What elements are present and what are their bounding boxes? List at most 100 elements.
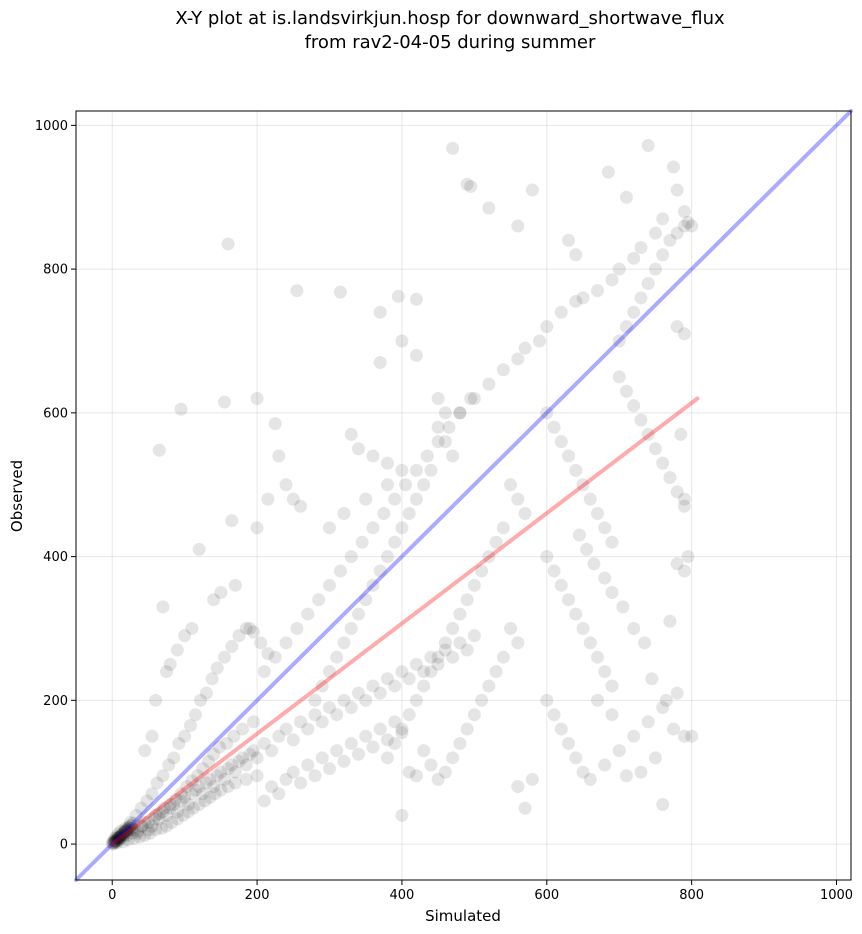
scatter-point — [424, 650, 438, 664]
scatter-point — [641, 138, 655, 152]
scatter-point — [380, 550, 394, 564]
scatter-point — [446, 650, 460, 664]
scatter-point — [634, 241, 648, 255]
scatter-point — [110, 830, 124, 844]
scatter-point — [438, 643, 452, 657]
scatter-point — [377, 506, 391, 520]
scatter-point — [111, 827, 125, 841]
scatter-point — [272, 449, 286, 463]
scatter-point — [169, 793, 183, 807]
scatter-point — [677, 205, 691, 219]
scatter-point — [359, 729, 373, 743]
scatter-point — [598, 571, 612, 585]
scatter-point — [351, 442, 365, 456]
scatter-point — [395, 726, 409, 740]
scatter-point — [212, 740, 226, 754]
scatter-point — [576, 765, 590, 779]
scatter-point — [438, 765, 452, 779]
scatter-point — [214, 586, 228, 600]
scatter-point — [162, 758, 176, 772]
scatter-point — [125, 826, 139, 840]
scatter-point — [453, 636, 467, 650]
scatter-point — [540, 550, 554, 564]
scatter-point — [141, 816, 155, 830]
scatter-point — [482, 201, 496, 215]
scatter-point — [308, 769, 322, 783]
scatter-point — [323, 701, 337, 715]
scatter-point — [619, 384, 633, 398]
scatter-point — [496, 363, 510, 377]
chart-title-line2: from rav2-04-05 during summer — [305, 32, 596, 53]
scatter-point — [250, 521, 264, 535]
scatter-point — [116, 826, 130, 840]
scatter-point — [395, 722, 409, 736]
scatter-point — [681, 550, 695, 564]
scatter-point — [160, 665, 174, 679]
scatter-point — [145, 787, 159, 801]
scatter-point — [587, 557, 601, 571]
scatter-point — [569, 294, 583, 308]
scatter-point — [420, 449, 434, 463]
scatter-point — [221, 762, 235, 776]
scatter-point — [279, 636, 293, 650]
scatter-point — [446, 449, 460, 463]
scatter-point — [366, 578, 380, 592]
scatter-point — [395, 665, 409, 679]
scatter-point — [189, 783, 203, 797]
y-tick-label: 1000 — [35, 119, 68, 134]
scatter-point — [395, 334, 409, 348]
scatter-point — [380, 672, 394, 686]
scatter-point — [203, 790, 217, 804]
scatter-point — [170, 812, 184, 826]
scatter-point — [308, 693, 322, 707]
scatter-point — [638, 636, 652, 650]
x-tick-label: 0 — [108, 888, 116, 903]
scatter-point — [504, 478, 518, 492]
scatter-point — [107, 833, 121, 847]
scatter-point — [583, 636, 597, 650]
scatter-point — [312, 593, 326, 607]
scatter-point — [123, 823, 137, 837]
scatter-point — [446, 141, 460, 155]
scatter-point — [380, 456, 394, 470]
scatter-point — [627, 305, 641, 319]
scatter-point — [315, 679, 329, 693]
scatter-point — [576, 291, 590, 305]
scatter-point — [152, 807, 166, 821]
scatter-point — [138, 744, 152, 758]
scatter-point — [569, 463, 583, 477]
fit-lines — [74, 109, 853, 882]
scatter-point — [160, 819, 174, 833]
scatter-point — [186, 801, 200, 815]
scatter-point — [656, 798, 670, 812]
scatter-point — [431, 391, 445, 405]
scatter-point — [170, 805, 184, 819]
scatter-point — [547, 420, 561, 434]
scatter-point — [227, 729, 241, 743]
scatter-point — [388, 736, 402, 750]
scatter-point — [196, 762, 210, 776]
scatter-point — [127, 823, 141, 837]
scatter-point — [145, 819, 159, 833]
scatter-point — [366, 449, 380, 463]
scatter-point — [569, 751, 583, 765]
scatter-point — [107, 836, 121, 850]
scatter-point — [145, 729, 159, 743]
scatter-point — [409, 769, 423, 783]
scatter-point — [475, 564, 489, 578]
scatter-point — [359, 693, 373, 707]
scatter-point — [138, 828, 152, 842]
scatter-point — [446, 751, 460, 765]
scatter-point — [464, 391, 478, 405]
scatter-point — [301, 722, 315, 736]
scatter-point — [431, 435, 445, 449]
scatter-point — [562, 233, 576, 247]
scatter-point — [431, 772, 445, 786]
scatter-point — [108, 834, 122, 848]
scatter-point — [576, 621, 590, 635]
scatter-point — [359, 492, 373, 506]
scatter-point — [612, 334, 626, 348]
scatter-point — [119, 826, 133, 840]
scatter-point — [189, 708, 203, 722]
scatter-point — [333, 564, 347, 578]
